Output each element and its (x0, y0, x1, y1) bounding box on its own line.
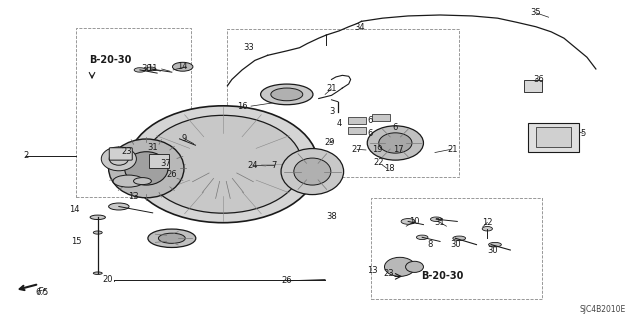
Ellipse shape (113, 175, 144, 187)
Text: B-20-30: B-20-30 (89, 56, 131, 65)
FancyBboxPatch shape (348, 117, 366, 124)
Text: 35: 35 (531, 8, 541, 17)
Text: Fr.: Fr. (38, 287, 49, 296)
Ellipse shape (125, 152, 168, 185)
Ellipse shape (90, 215, 106, 219)
Text: 18: 18 (383, 164, 394, 173)
Ellipse shape (271, 88, 303, 101)
Text: SJC4B2010E: SJC4B2010E (579, 306, 625, 315)
Ellipse shape (93, 231, 102, 234)
Ellipse shape (488, 242, 501, 247)
Text: 10: 10 (409, 217, 420, 226)
Ellipse shape (431, 217, 442, 221)
Ellipse shape (173, 136, 186, 142)
Text: 7: 7 (271, 161, 276, 170)
Text: 21: 21 (326, 85, 337, 93)
Text: 8: 8 (427, 240, 433, 249)
Ellipse shape (109, 203, 129, 210)
Text: 3: 3 (329, 107, 334, 116)
Text: 4: 4 (337, 119, 342, 129)
Ellipse shape (417, 235, 428, 240)
Text: 6: 6 (367, 116, 372, 125)
Text: 30: 30 (141, 64, 152, 73)
Ellipse shape (281, 149, 344, 195)
FancyBboxPatch shape (527, 123, 579, 152)
Text: 13: 13 (367, 265, 378, 275)
Text: 26: 26 (282, 276, 292, 285)
Ellipse shape (531, 80, 540, 85)
FancyBboxPatch shape (372, 114, 390, 121)
Text: 13: 13 (128, 192, 139, 202)
Text: 11: 11 (147, 64, 158, 73)
FancyBboxPatch shape (348, 127, 366, 134)
Text: 17: 17 (392, 145, 403, 154)
Text: 33: 33 (243, 43, 254, 52)
Text: 27: 27 (352, 145, 362, 154)
Text: 37: 37 (160, 159, 171, 168)
Text: 31: 31 (435, 218, 445, 227)
FancyBboxPatch shape (149, 154, 170, 168)
Ellipse shape (101, 147, 136, 171)
Text: 2: 2 (24, 151, 29, 160)
Ellipse shape (406, 261, 424, 272)
FancyBboxPatch shape (524, 80, 542, 93)
Text: 12: 12 (482, 218, 493, 227)
Ellipse shape (144, 115, 302, 213)
Ellipse shape (401, 219, 415, 224)
Text: 29: 29 (324, 138, 335, 147)
Text: 23: 23 (383, 269, 394, 278)
Text: 20: 20 (103, 275, 113, 284)
Ellipse shape (482, 226, 492, 231)
Text: 26: 26 (166, 170, 177, 179)
FancyBboxPatch shape (109, 148, 132, 160)
Text: 24: 24 (248, 161, 258, 170)
Ellipse shape (453, 236, 466, 241)
Text: 21: 21 (447, 145, 458, 154)
Ellipse shape (294, 158, 331, 185)
Ellipse shape (385, 257, 415, 276)
Ellipse shape (260, 84, 313, 105)
Text: B-20-30: B-20-30 (421, 271, 463, 281)
Text: 30: 30 (487, 247, 498, 256)
Ellipse shape (109, 139, 184, 198)
Ellipse shape (159, 233, 185, 243)
Ellipse shape (109, 152, 129, 165)
Ellipse shape (367, 126, 424, 160)
Text: 30: 30 (450, 240, 461, 249)
Ellipse shape (146, 67, 156, 71)
Text: 9: 9 (182, 134, 188, 143)
Text: 34: 34 (355, 23, 365, 32)
Ellipse shape (148, 229, 196, 248)
Ellipse shape (93, 272, 102, 274)
Bar (371, 197, 542, 299)
Text: 16: 16 (237, 102, 248, 111)
Ellipse shape (173, 62, 193, 71)
Ellipse shape (134, 68, 146, 72)
Text: 15: 15 (71, 237, 81, 246)
FancyBboxPatch shape (536, 127, 571, 147)
Ellipse shape (128, 106, 318, 223)
Text: 23: 23 (122, 147, 132, 156)
Text: 14: 14 (69, 205, 79, 214)
Text: 6.5: 6.5 (36, 288, 49, 297)
Text: 22: 22 (374, 158, 384, 167)
Text: 38: 38 (326, 211, 337, 220)
Bar (227, 29, 460, 177)
Text: 19: 19 (372, 145, 383, 154)
Text: 14: 14 (177, 62, 188, 71)
Text: 6: 6 (367, 129, 372, 138)
Text: 5: 5 (580, 129, 586, 138)
Ellipse shape (379, 133, 412, 153)
Text: 31: 31 (147, 143, 158, 152)
Bar (76, 28, 191, 197)
Text: 36: 36 (533, 75, 544, 84)
Text: 6: 6 (393, 122, 398, 132)
Ellipse shape (134, 178, 152, 185)
